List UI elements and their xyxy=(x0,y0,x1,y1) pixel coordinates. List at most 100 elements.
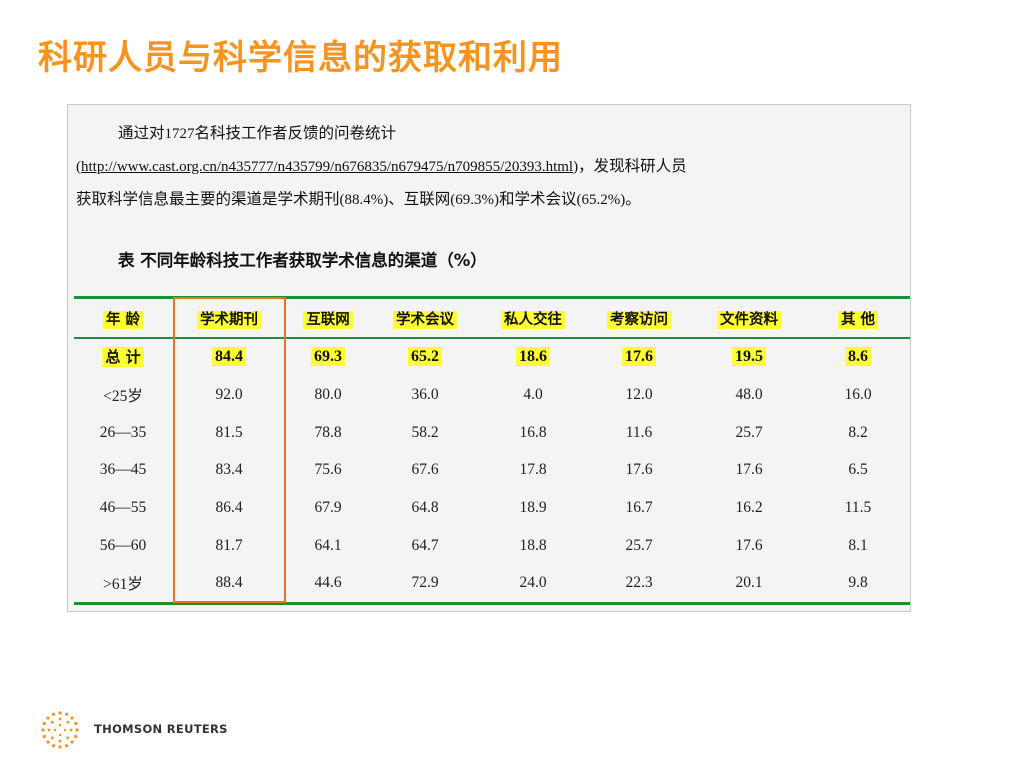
table-cell: 36—45 xyxy=(99,461,147,479)
table-cell: 25.7 xyxy=(625,536,653,554)
table-top-rule xyxy=(74,296,910,299)
intro-paragraph: 通过对1727名科技工作者反馈的问卷统计 (http://www.cast.or… xyxy=(76,117,904,216)
table-cell: 17.6 xyxy=(735,536,763,554)
header-cell: 私人交往 xyxy=(480,299,586,337)
table-cell: 67.9 xyxy=(314,498,342,516)
table-header-rule xyxy=(74,337,910,339)
table-row: >61岁 88.4 44.6 72.9 24.0 22.3 20.1 9.8 xyxy=(74,564,910,602)
table-cell: 9.8 xyxy=(848,574,868,592)
table-total-row: 总 计 84.4 69.3 65.2 18.6 17.6 19.5 8.6 xyxy=(74,337,910,376)
paren: ( xyxy=(76,159,81,175)
table-cell: 8.1 xyxy=(848,536,868,554)
table-cell: 24.0 xyxy=(519,574,547,592)
table-row: <25岁 92.0 80.0 36.0 4.0 12.0 48.0 16.0 xyxy=(74,376,910,414)
total-cell: 65.2 xyxy=(370,337,480,376)
table-cell: 16.8 xyxy=(519,423,547,441)
table-cell: 26—35 xyxy=(99,423,147,441)
table-cell: 11.5 xyxy=(844,498,872,516)
table-cell: 17.6 xyxy=(625,461,653,479)
table-cell: 81.5 xyxy=(215,423,243,441)
table-cell: 20.1 xyxy=(735,574,763,592)
table-cell: 64.7 xyxy=(411,536,439,554)
header-cell: 年 龄 xyxy=(74,299,172,337)
table-header-row: 年 龄 学术期刊 互联网 学术会议 私人交往 考察访问 文件资料 其 他 xyxy=(74,299,910,337)
table-cell: 83.4 xyxy=(215,461,243,479)
header-cell: 考察访问 xyxy=(586,299,692,337)
table-bottom-rule xyxy=(74,602,910,605)
total-cell: 总 计 xyxy=(74,337,172,376)
intro-text: 和学术会议 xyxy=(499,190,577,208)
total-cell: 69.3 xyxy=(286,337,370,376)
table-cell: 11.6 xyxy=(625,423,653,441)
table-cell: 75.6 xyxy=(314,461,342,479)
thomson-reuters-logo-icon xyxy=(41,711,79,749)
table-row: 46—55 86.4 67.9 64.8 18.9 16.7 16.2 11.5 xyxy=(74,489,910,527)
table-cell: 18.9 xyxy=(519,498,547,516)
intro-line-2: (http://www.cast.org.cn/n435777/n435799/… xyxy=(76,150,904,183)
intro-line-3: 获取科学信息最主要的渠道是学术期刊(88.4%)、互联网(69.3%)和学术会议… xyxy=(76,183,904,216)
total-cell: 8.6 xyxy=(806,337,910,376)
intro-text: ，发现科研人员 xyxy=(578,157,687,175)
table-cell: 92.0 xyxy=(215,385,243,403)
intro-text: 通过对 xyxy=(118,124,165,142)
table-cell: 81.7 xyxy=(215,536,243,554)
respondent-count: 1727 xyxy=(164,126,195,142)
table-cell: 4.0 xyxy=(523,385,543,403)
total-cell: 18.6 xyxy=(480,337,586,376)
table-cell: 88.4 xyxy=(215,574,243,592)
table-caption: 表 不同年龄科技工作者获取学术信息的渠道（%） xyxy=(118,251,487,270)
intro-line-1: 通过对1727名科技工作者反馈的问卷统计 xyxy=(76,117,904,150)
table-cell: 72.9 xyxy=(411,574,439,592)
paren: ) xyxy=(573,159,579,175)
table-cell: <25岁 xyxy=(103,387,143,405)
intro-text: 。 xyxy=(625,190,641,208)
table-cell: 44.6 xyxy=(314,574,342,592)
header-cell: 文件资料 xyxy=(692,299,806,337)
table-cell: 64.8 xyxy=(411,498,439,516)
table-cell: 22.3 xyxy=(625,574,653,592)
table-cell: >61岁 xyxy=(103,576,143,594)
table-cell: 12.0 xyxy=(625,385,653,403)
intro-text: 名科技工作者反馈的问卷统计 xyxy=(194,124,397,142)
table-cell: 17.6 xyxy=(735,461,763,479)
brand-name: THOMSON REUTERS xyxy=(94,722,228,736)
table-row: 36—45 83.4 75.6 67.6 17.8 17.6 17.6 6.5 xyxy=(74,451,910,489)
conference-percent: (65.2%) xyxy=(576,192,626,208)
header-cell: 其 他 xyxy=(806,299,910,337)
table-cell: 16.0 xyxy=(844,385,872,403)
table-cell: 48.0 xyxy=(735,385,763,403)
table-cell: 64.1 xyxy=(314,536,342,554)
table-cell: 8.2 xyxy=(848,423,868,441)
table-cell: 16.2 xyxy=(735,498,763,516)
source-link[interactable]: http://www.cast.org.cn/n435777/n435799/n… xyxy=(81,159,574,175)
table-cell: 80.0 xyxy=(314,385,342,403)
header-cell: 学术期刊 xyxy=(172,299,286,337)
journal-column-highlight-box xyxy=(173,297,286,603)
table-cell: 67.6 xyxy=(411,461,439,479)
slide-title: 科研人员与科学信息的获取和利用 xyxy=(38,38,563,78)
table-row: 26—35 81.5 78.8 58.2 16.8 11.6 25.7 8.2 xyxy=(74,414,910,452)
table-cell: 16.7 xyxy=(625,498,653,516)
total-cell: 19.5 xyxy=(692,337,806,376)
table-cell: 36.0 xyxy=(411,385,439,403)
intro-text: 获取科学信息最主要的渠道是学术期刊 xyxy=(76,190,340,208)
internet-percent: (69.3%) xyxy=(450,192,500,208)
total-cell: 84.4 xyxy=(172,337,286,376)
table-cell: 78.8 xyxy=(314,423,342,441)
table-cell: 18.8 xyxy=(519,536,547,554)
table-cell: 86.4 xyxy=(215,498,243,516)
table-cell: 58.2 xyxy=(411,423,439,441)
header-cell: 互联网 xyxy=(286,299,370,337)
total-cell: 17.6 xyxy=(586,337,692,376)
header-cell: 学术会议 xyxy=(370,299,480,337)
table-cell: 17.8 xyxy=(519,461,547,479)
table-cell: 46—55 xyxy=(99,498,147,516)
channel-table: 年 龄 学术期刊 互联网 学术会议 私人交往 考察访问 文件资料 其 他 总 计… xyxy=(74,299,910,602)
intro-text: 、互联网 xyxy=(388,190,451,208)
table-cell: 6.5 xyxy=(848,461,868,479)
table-cell: 25.7 xyxy=(735,423,763,441)
table-cell: 56—60 xyxy=(99,536,147,554)
table-row: 56—60 81.7 64.1 64.7 18.8 25.7 17.6 8.1 xyxy=(74,527,910,565)
embedded-document-panel: 通过对1727名科技工作者反馈的问卷统计 (http://www.cast.or… xyxy=(67,104,911,612)
journal-percent: (88.4%) xyxy=(339,192,389,208)
